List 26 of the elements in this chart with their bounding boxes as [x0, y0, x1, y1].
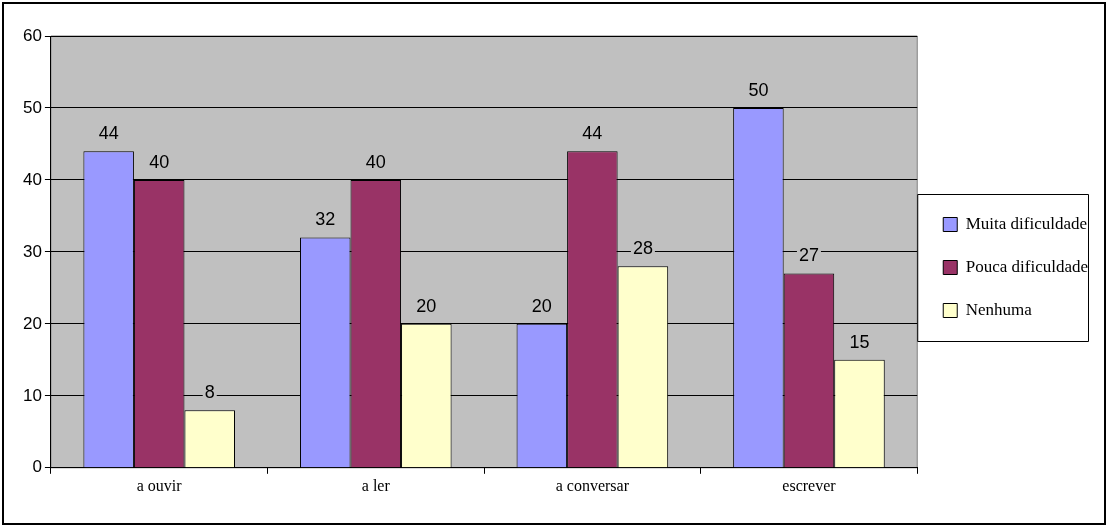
- x-tick-label: a conversar: [555, 476, 630, 494]
- data-label: 40: [365, 151, 386, 172]
- data-label: 20: [531, 295, 552, 316]
- data-label: 44: [98, 123, 119, 144]
- y-tick-label: 40: [22, 169, 42, 189]
- y-tick-label: 10: [22, 385, 42, 405]
- data-label: 20: [416, 295, 437, 316]
- legend-label: Nenhuma: [965, 299, 1033, 319]
- y-tick-label: 0: [32, 457, 42, 477]
- x-tick-label: escrever: [782, 476, 837, 494]
- y-tick-label: 30: [22, 241, 42, 261]
- x-tick-label: a ler: [361, 476, 391, 494]
- legend-label: Pouca dificuldade: [965, 256, 1088, 276]
- data-label: 50: [748, 79, 769, 100]
- data-label: 15: [849, 331, 870, 352]
- y-tick-label: 20: [22, 313, 42, 333]
- data-label: 44: [582, 123, 603, 144]
- data-label: 8: [204, 382, 215, 403]
- x-tick-label: a ouvir: [136, 476, 183, 494]
- legend-label: Muita dificuldade: [965, 213, 1088, 233]
- y-tick-label: 60: [22, 25, 42, 45]
- data-label: 27: [798, 245, 819, 266]
- data-label: 40: [149, 151, 170, 172]
- y-tick-label: 50: [22, 97, 42, 117]
- data-label: 32: [315, 209, 336, 230]
- data-label: 28: [632, 238, 653, 259]
